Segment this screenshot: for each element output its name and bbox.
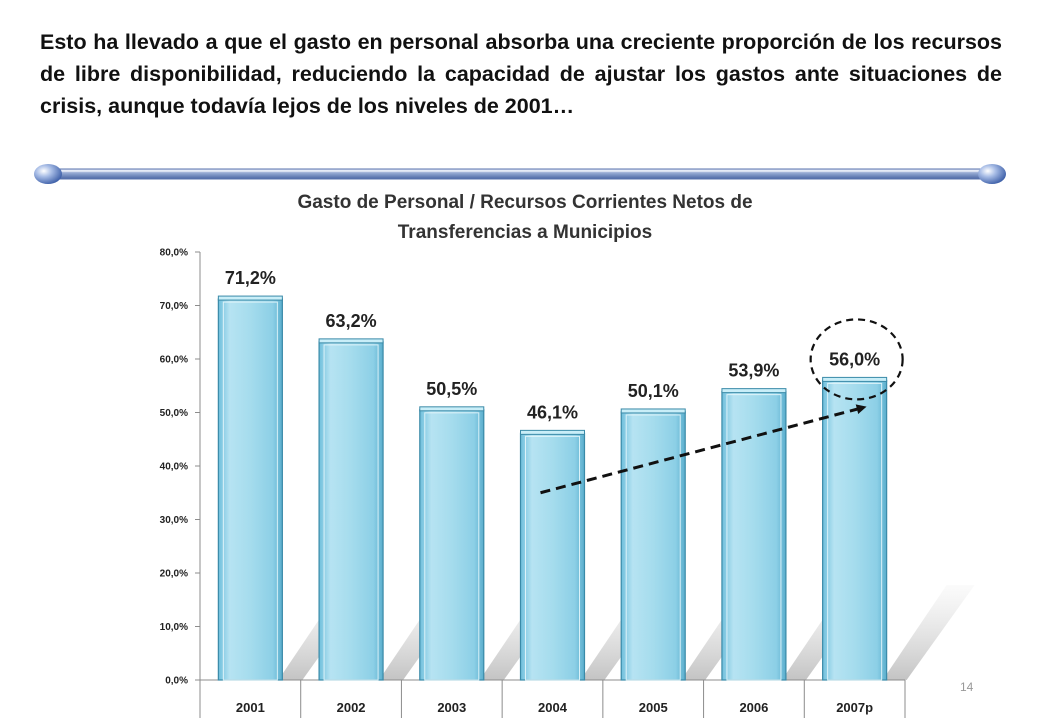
bar-2002	[318, 341, 384, 681]
y-tick-label: 0,0%	[165, 676, 188, 687]
data-label-2006: 53,9%	[728, 361, 779, 381]
x-tick-label-2002: 2002	[337, 700, 366, 715]
bar-top-2007p	[822, 376, 888, 382]
chart-title-line-1: Gasto de Personal / Recursos Corrientes …	[297, 192, 753, 213]
x-tick-label-2001: 2001	[236, 700, 265, 715]
y-tick-label: 10,0%	[160, 622, 188, 633]
x-tick-label-2006: 2006	[739, 700, 768, 715]
bar-top-2004	[520, 429, 585, 435]
data-label-2002: 63,2%	[326, 311, 377, 331]
divider-bar	[34, 164, 1006, 184]
highlight-circle	[809, 318, 904, 401]
y-tick-label: 30,0%	[160, 515, 188, 526]
bar-shadow-2007p	[882, 585, 975, 680]
y-tick-label: 70,0%	[160, 301, 188, 312]
chart-title-line-2: Transferencias a Municipios	[397, 222, 653, 243]
bar-2003	[419, 409, 485, 681]
bar-2007p	[822, 379, 888, 681]
bar-highlight-2004	[525, 435, 580, 681]
bar-top-2002	[318, 338, 384, 344]
trend-arrow	[540, 404, 867, 495]
y-tick-label: 80,0%	[160, 248, 188, 259]
bar-top-2003	[419, 406, 485, 412]
y-tick-label: 40,0%	[160, 462, 188, 473]
bar-highlight-2001	[222, 301, 278, 681]
bar-highlight-2002	[323, 344, 379, 681]
y-tick-label: 50,0%	[160, 408, 188, 419]
page-number: 14	[960, 680, 974, 694]
data-label-2004: 46,1%	[527, 402, 578, 422]
bar-highlight-2005	[625, 414, 681, 681]
bar-highlight-2007p	[827, 382, 883, 681]
bar-highlight-2006	[726, 394, 782, 681]
bar-2001	[217, 298, 283, 681]
x-tick-label-2004: 2004	[538, 700, 568, 715]
data-label-2007p: 56,0%	[829, 349, 880, 369]
x-tick-label-2005: 2005	[639, 700, 668, 715]
bar-2004	[519, 432, 586, 681]
y-tick-label: 20,0%	[160, 569, 188, 580]
bar-top-2005	[620, 408, 686, 414]
data-label-2005: 50,1%	[628, 381, 679, 401]
data-label-2001: 71,2%	[225, 268, 276, 288]
bar-2006	[721, 391, 787, 681]
bar-2005	[620, 411, 686, 681]
x-tick-label-2007p: 2007p	[836, 700, 873, 715]
bar-top-2006	[721, 388, 787, 394]
chart-title: Gasto de Personal / Recursos Corrientes …	[200, 188, 850, 248]
x-tick-label-2003: 2003	[437, 700, 466, 715]
bar-top-2001	[217, 295, 283, 301]
bar-highlight-2003	[424, 412, 480, 681]
headline: Esto ha llevado a que el gasto en person…	[40, 30, 1002, 118]
y-tick-label: 60,0%	[160, 355, 188, 366]
data-label-2003: 50,5%	[426, 379, 477, 399]
